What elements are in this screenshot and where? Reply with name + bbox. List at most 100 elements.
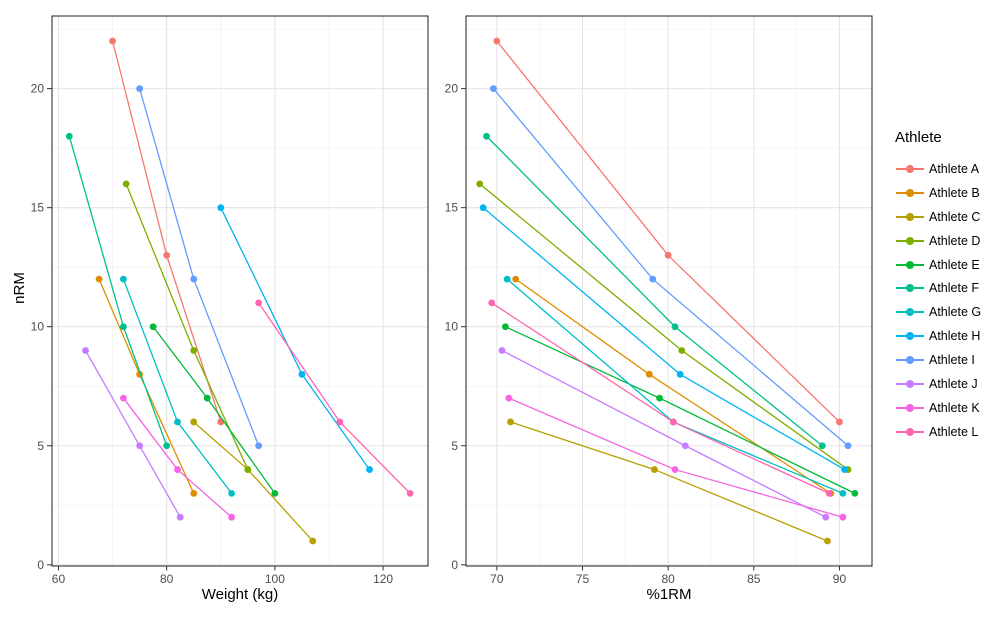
series-athlete-g [120,275,236,497]
data-point [498,347,506,354]
data-point [336,418,344,426]
legend-item: Athlete H [888,324,981,348]
legend-item: Athlete A [888,157,981,181]
data-point [818,442,826,450]
legend-item-label: Athlete I [929,353,975,368]
data-point [839,489,847,497]
data-point [851,489,859,497]
legend-key-icon [896,304,924,320]
series-athlete-l [488,299,833,497]
data-point [163,251,171,259]
y-tick-label: 20 [31,82,45,96]
data-point [669,418,677,426]
legend-item: Athlete I [888,348,981,372]
data-point [120,323,127,331]
data-point [95,275,103,283]
series-athlete-k [505,394,847,521]
data-point [676,370,684,378]
legend-item-label: Athlete K [929,400,980,415]
data-point [309,537,317,545]
series-athlete-h [217,204,373,473]
data-point [163,442,171,450]
y-tick-label: 5 [451,439,458,453]
data-point [507,418,514,426]
data-point [122,180,130,188]
x-tick-label: 60 [52,572,66,586]
legend-item: Athlete K [888,396,981,420]
data-point [217,204,225,212]
data-point [512,275,520,283]
y-tick-label: 20 [445,82,459,96]
legend-title: Athlete [895,129,942,146]
x-tick-labels: 60 80 100 120 [52,566,393,586]
legend-key-icon [896,233,924,249]
data-point [681,442,689,450]
legend-item: Athlete F [888,276,981,300]
x-axis-title-pct1rm: %1RM [646,586,692,603]
data-point [476,180,484,188]
x-tick-label: 80 [160,572,174,586]
legend-key-icon [896,280,924,296]
data-point [255,442,263,450]
data-point [228,489,236,497]
major-gridlines [52,16,428,566]
legend-key-icon [896,424,924,440]
legend-key-icon [896,209,924,225]
legend-items: Athlete A Athlete B Athlete C Athlete D Athl… [888,157,981,444]
series-athlete-k [120,394,236,521]
data-point [65,132,73,140]
data-point [366,466,373,473]
data-point [228,513,236,521]
x-tick-label: 75 [576,572,590,586]
data-point [493,37,501,45]
legend-item: Athlete B [888,181,981,205]
legend-item-label: Athlete F [929,281,980,296]
series-athlete-c [507,418,831,545]
x-tick-label: 85 [747,572,761,586]
y-tick-label: 15 [445,201,459,215]
legend-item: Athlete D [888,229,981,253]
legend-item-label: Athlete B [929,185,980,200]
x-tick-label: 80 [661,572,675,586]
y-tick-label: 10 [445,320,459,334]
data-point [824,537,831,545]
y-tick-labels: 0 5 10 15 20 [445,82,466,572]
legend-item-label: Athlete A [929,161,980,176]
legend-item: Athlete J [888,372,981,396]
legend-item-label: Athlete C [929,209,981,224]
panel-weight: 60 80 100 120 0 5 10 15 20 [31,15,429,586]
panel-border [51,15,429,567]
data-point [678,347,686,354]
data-point [271,489,279,497]
data-point [82,347,89,354]
data-point [483,132,490,140]
x-tick-label: 100 [265,572,285,586]
data-point [136,85,144,93]
data-point [825,489,833,497]
series-athlete-i [490,85,852,450]
y-tick-label: 15 [31,201,45,215]
legend-key-icon [896,400,924,416]
data-point [841,466,848,473]
data-point [120,275,127,283]
data-point [174,466,181,473]
legend-item: Athlete L [888,420,981,444]
legend-key-icon [896,161,924,177]
data-point [645,370,653,378]
data-point [505,394,513,402]
data-point [488,299,496,307]
legend-item-label: Athlete H [929,329,981,344]
data-point [298,370,306,378]
x-axis-title-weight: Weight (kg) [201,586,279,603]
legend-key-icon [896,185,924,201]
series-athlete-a [493,37,843,426]
legend-item-label: Athlete E [929,257,980,272]
panel-pct1rm: 70 75 80 85 90 0 5 10 15 20 [445,15,873,586]
data-point [190,418,198,426]
series-athlete-i [136,85,263,450]
y-axis-title: nRM [11,272,28,304]
y-tick-label: 0 [451,558,458,572]
legend-key-icon [896,328,924,344]
x-tick-label: 70 [490,572,504,586]
legend-item-label: Athlete D [929,233,981,248]
